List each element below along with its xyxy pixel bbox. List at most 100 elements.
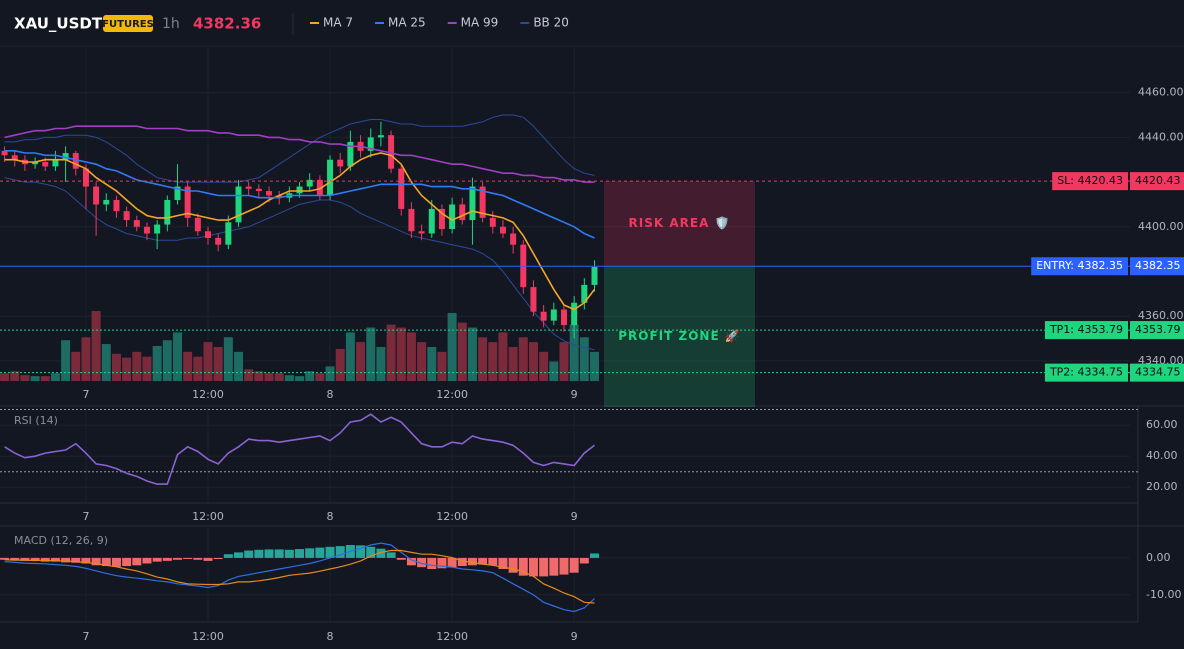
macd-histogram	[203, 557, 213, 561]
volume-bar	[457, 322, 467, 381]
level-tag: TP1: 4353.79 4353.79	[1044, 321, 1184, 340]
volume-bar	[91, 311, 101, 381]
macd-histogram	[193, 557, 203, 560]
volume-bar	[447, 312, 457, 381]
macd-histogram	[295, 549, 305, 558]
macd-histogram	[264, 549, 274, 558]
candle-body	[42, 161, 49, 167]
y-tick-label: 0.00	[1146, 551, 1171, 564]
volume-bar	[162, 340, 172, 381]
macd-histogram	[305, 548, 315, 558]
macd-histogram	[284, 549, 294, 558]
price-tag-bg	[1130, 172, 1184, 191]
candle-body	[32, 161, 39, 165]
candle-body	[306, 179, 313, 187]
candle-body	[489, 217, 496, 227]
macd-histogram	[518, 557, 528, 576]
volume-bar	[376, 346, 386, 381]
macd-histogram	[142, 557, 152, 564]
x-tick-label: 7	[82, 388, 89, 401]
macd-histogram	[549, 557, 559, 576]
macd-histogram	[579, 557, 589, 564]
level-label: TP2: 4334.75	[1049, 366, 1123, 379]
candle-body	[591, 267, 598, 285]
volume-bar	[589, 351, 599, 381]
rsi-line	[4, 413, 595, 485]
macd-histogram	[30, 557, 40, 561]
macd-histogram	[111, 557, 121, 567]
macd-histogram	[162, 557, 172, 561]
volume-bar	[30, 376, 40, 381]
volume-bar	[295, 376, 305, 381]
candle-body	[62, 153, 69, 160]
volume-bar	[356, 342, 366, 381]
candle-body	[255, 188, 262, 192]
candle-body	[540, 311, 547, 321]
macd-histogram	[325, 546, 335, 558]
x-tick-label: 9	[571, 630, 578, 643]
macd-histogram	[396, 557, 406, 560]
candle-body	[459, 204, 466, 221]
candle-body	[418, 231, 425, 234]
macd-histogram	[122, 557, 132, 567]
candle-body	[327, 159, 334, 196]
macd-histogram	[244, 550, 254, 558]
volume-bar	[244, 369, 254, 381]
candle-body	[560, 309, 567, 326]
candle-body	[337, 159, 344, 167]
legend-label: MA 25	[388, 16, 426, 30]
macd-histogram	[437, 557, 447, 569]
candle-body	[184, 186, 191, 218]
volume-bar	[518, 337, 528, 381]
level-label: ENTRY: 4382.35	[1036, 259, 1123, 272]
volume-bar	[203, 342, 213, 381]
macd-histogram	[539, 557, 549, 577]
macd-histogram	[234, 552, 244, 558]
x-tick-label: 7	[82, 510, 89, 523]
volume-bar	[528, 342, 538, 381]
x-tick-label: 12:00	[192, 510, 224, 523]
macd-histogram	[132, 557, 142, 566]
macd-histogram	[406, 557, 416, 566]
macd-histogram	[508, 557, 518, 573]
candle-body	[367, 137, 374, 151]
volume-bar	[427, 346, 437, 381]
ma-line	[4, 152, 596, 311]
legend-label: MA 7	[323, 16, 353, 30]
legend-label: BB 20	[533, 16, 569, 30]
volume-bar	[539, 351, 549, 381]
candle-body	[133, 220, 140, 227]
zone	[604, 181, 755, 267]
candle-body	[194, 217, 201, 232]
price-tag-bg	[1130, 257, 1184, 276]
candle-body	[204, 231, 211, 238]
candle-body	[123, 211, 130, 221]
volume-bar	[417, 342, 427, 381]
candle-body	[479, 186, 486, 218]
symbol: XAU_USDT	[14, 15, 103, 33]
macd-histogram	[274, 549, 284, 558]
macd-line	[4, 542, 595, 613]
y-tick-label: 20.00	[1146, 480, 1178, 493]
macd-histogram	[467, 557, 477, 566]
candle-body	[428, 208, 435, 234]
bb-upper	[4, 114, 595, 183]
pane-title: RSI (14)	[14, 414, 58, 427]
volume-bar	[254, 371, 264, 381]
candle-body	[11, 155, 18, 160]
volume-bar	[569, 324, 579, 381]
volume-bar	[305, 371, 315, 381]
level-label-bg	[1044, 363, 1128, 382]
macd-histogram	[10, 557, 20, 561]
candle-body	[103, 199, 110, 205]
volume-bar	[132, 351, 142, 381]
volume-bar	[172, 332, 182, 381]
candle-body	[347, 141, 354, 167]
candle-body	[550, 309, 557, 321]
macd-histogram	[498, 557, 508, 570]
x-tick-label: 8	[327, 510, 334, 523]
macd-histogram	[386, 552, 396, 558]
candle-body	[266, 191, 273, 196]
volume-bar	[386, 324, 396, 381]
